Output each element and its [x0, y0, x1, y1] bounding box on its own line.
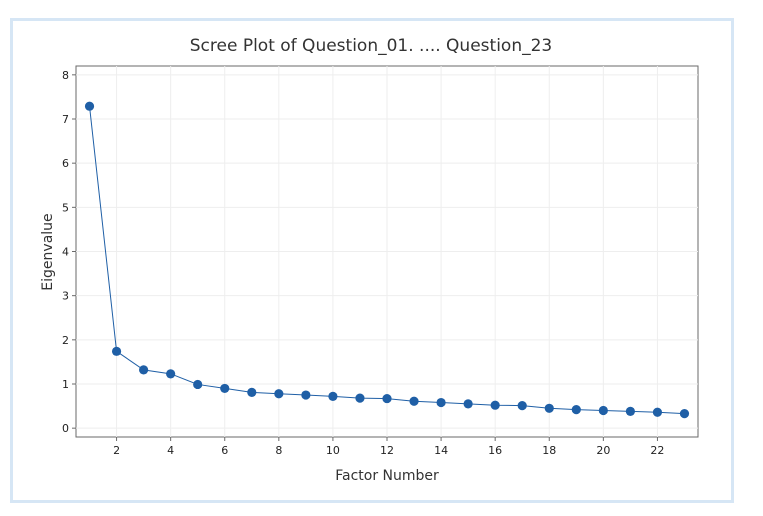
- data-point: [409, 396, 419, 406]
- data-point: [679, 408, 690, 419]
- x-tick-label: 20: [596, 444, 610, 457]
- x-tick-label: 10: [326, 444, 340, 457]
- x-tick-label: 18: [542, 444, 556, 457]
- x-tick-label: 16: [488, 444, 502, 457]
- eigenvalue-points: [84, 101, 690, 419]
- data-point: [111, 346, 122, 356]
- data-point: [247, 387, 257, 397]
- y-tick-label: 2: [62, 334, 69, 347]
- data-point: [139, 365, 149, 375]
- data-point: [463, 399, 473, 409]
- y-tick-label: 1: [62, 378, 69, 391]
- data-point: [220, 383, 230, 394]
- x-tick-label: 4: [167, 444, 174, 457]
- x-tick-label: 22: [650, 444, 664, 457]
- y-tick-label: 6: [62, 157, 69, 170]
- x-tick-label: 8: [275, 444, 282, 457]
- y-tick-label: 5: [62, 201, 69, 214]
- data-point: [652, 407, 663, 417]
- y-axis-ticks: 0 1 2 3 4 5 6 7 8: [62, 69, 76, 435]
- data-point: [517, 401, 527, 411]
- y-tick-label: 4: [62, 246, 69, 259]
- x-tick-label: 6: [221, 444, 228, 457]
- data-point: [84, 101, 95, 111]
- y-tick-label: 3: [62, 290, 69, 303]
- x-tick-label: 14: [434, 444, 448, 457]
- y-axis-label: Eigenvalue: [40, 213, 56, 290]
- data-point: [274, 389, 284, 399]
- data-point: [625, 406, 635, 416]
- x-axis-label: Factor Number: [335, 468, 439, 484]
- data-point: [598, 405, 608, 416]
- data-point: [490, 400, 500, 410]
- data-point: [166, 369, 176, 379]
- x-tick-label: 12: [380, 444, 394, 457]
- data-point: [436, 397, 446, 408]
- x-axis-ticks: 2 4 6 8 10 12 14 16 18 20 22: [113, 437, 664, 457]
- chart-title: Scree Plot of Question_01. .... Question…: [190, 36, 552, 56]
- data-point: [571, 405, 581, 415]
- x-tick-label: 2: [113, 444, 120, 457]
- data-point: [382, 393, 392, 404]
- data-point: [301, 390, 311, 400]
- data-point: [544, 403, 554, 413]
- gridlines: [76, 66, 698, 437]
- y-tick-label: 8: [62, 69, 69, 82]
- y-tick-label: 0: [62, 422, 69, 435]
- data-point: [193, 379, 203, 390]
- data-point: [328, 391, 338, 401]
- data-point: [355, 393, 365, 403]
- y-tick-label: 7: [62, 113, 69, 126]
